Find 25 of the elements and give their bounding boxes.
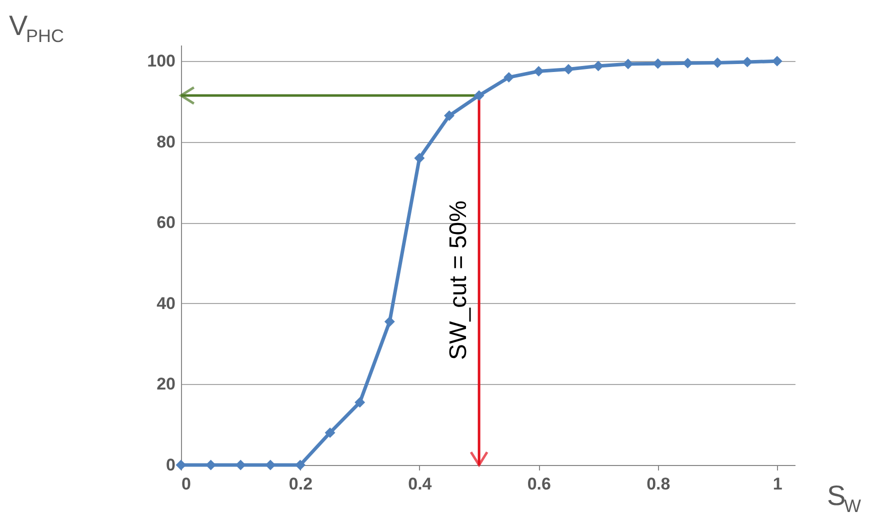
point bbox=[384, 316, 395, 327]
point bbox=[414, 152, 425, 164]
y-tick-label: 60 bbox=[156, 213, 176, 232]
x-tick-label: 0 bbox=[182, 474, 191, 494]
x-tick-label: 0.4 bbox=[408, 474, 432, 494]
point bbox=[324, 427, 336, 438]
point bbox=[176, 460, 186, 470]
x-tick-label: 0.2 bbox=[288, 474, 313, 494]
ref-line-label: SW_cut = 50% bbox=[445, 200, 472, 360]
point bbox=[474, 90, 484, 101]
y-tick-label: 100 bbox=[147, 52, 176, 71]
x-tick-label: 1 bbox=[772, 474, 782, 494]
point bbox=[354, 397, 366, 408]
point bbox=[622, 58, 634, 70]
y-tick-label: 40 bbox=[156, 294, 176, 313]
x-tick-label: 0.8 bbox=[646, 474, 670, 494]
point bbox=[563, 64, 574, 74]
point bbox=[444, 110, 454, 121]
x-tick-label: 0.6 bbox=[527, 474, 551, 494]
point bbox=[504, 72, 514, 83]
y-tick-label: 20 bbox=[156, 374, 176, 394]
point bbox=[533, 66, 544, 76]
y-tick-label: 80 bbox=[156, 132, 176, 152]
y-tick-label: 0 bbox=[166, 456, 176, 474]
point bbox=[652, 58, 664, 69]
